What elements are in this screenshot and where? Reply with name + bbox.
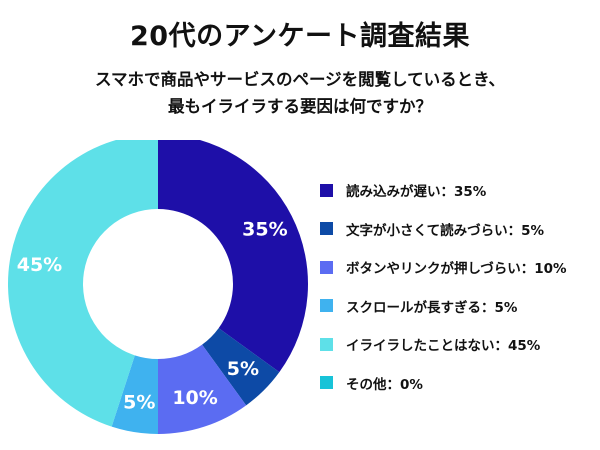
donut-slice [8, 140, 158, 427]
legend-swatch [320, 299, 333, 313]
legend-swatch [320, 260, 333, 274]
legend-item: その他：0% [320, 373, 595, 393]
legend-label: スクロールが長すぎる：5% [346, 299, 518, 316]
donut-chart: 35% 5% 10% 5% 45% [8, 140, 308, 434]
legend-swatch [320, 337, 333, 351]
donut-slice [202, 328, 280, 406]
legend-item: 文字が小さくて読みづらい：5% [320, 219, 595, 239]
slice-data-label: 5% [123, 392, 155, 414]
legend-label: イライラしたことはない：45% [346, 338, 541, 355]
legend-label: 読み込みが遅い：35% [346, 184, 487, 200]
donut-slice [111, 355, 158, 434]
chart-subtitle: スマホで商品やサービスのページを閲覧しているとき、 最もイライラする要因は何です… [0, 66, 600, 120]
legend: 読み込みが遅い：35% 文字が小さくて読みづらい：5% ボタンやリンクが押しづら… [320, 180, 595, 412]
slice-data-label: 5% [227, 358, 259, 380]
subtitle-line-2: 最もイライラする要因は何ですか？ [168, 97, 432, 116]
legend-label: ボタンやリンクが押しづらい：10% [346, 261, 567, 278]
slice-data-label: 45% [17, 254, 62, 276]
legend-item: ボタンやリンクが押しづらい：10% [320, 257, 595, 277]
slice-data-label: 10% [172, 387, 217, 409]
legend-label: その他：0% [346, 376, 423, 393]
slice-data-label: 35% [242, 219, 287, 241]
legend-swatch [320, 376, 333, 390]
subtitle-line-1: スマホで商品やサービスのページを閲覧しているとき、 [94, 70, 506, 89]
legend-label: 文字が小さくて読みづらい：5% [346, 222, 545, 239]
legend-item: スクロールが長すぎる：5% [320, 296, 595, 316]
chart-title: 20代のアンケート調査結果 [130, 21, 470, 52]
donut-slice [158, 344, 247, 434]
legend-item: イライラしたことはない：45% [320, 334, 595, 354]
legend-swatch [320, 222, 333, 236]
legend-item: 読み込みが遅い：35% [320, 180, 595, 200]
legend-swatch [320, 183, 333, 197]
donut-slice [158, 140, 308, 373]
